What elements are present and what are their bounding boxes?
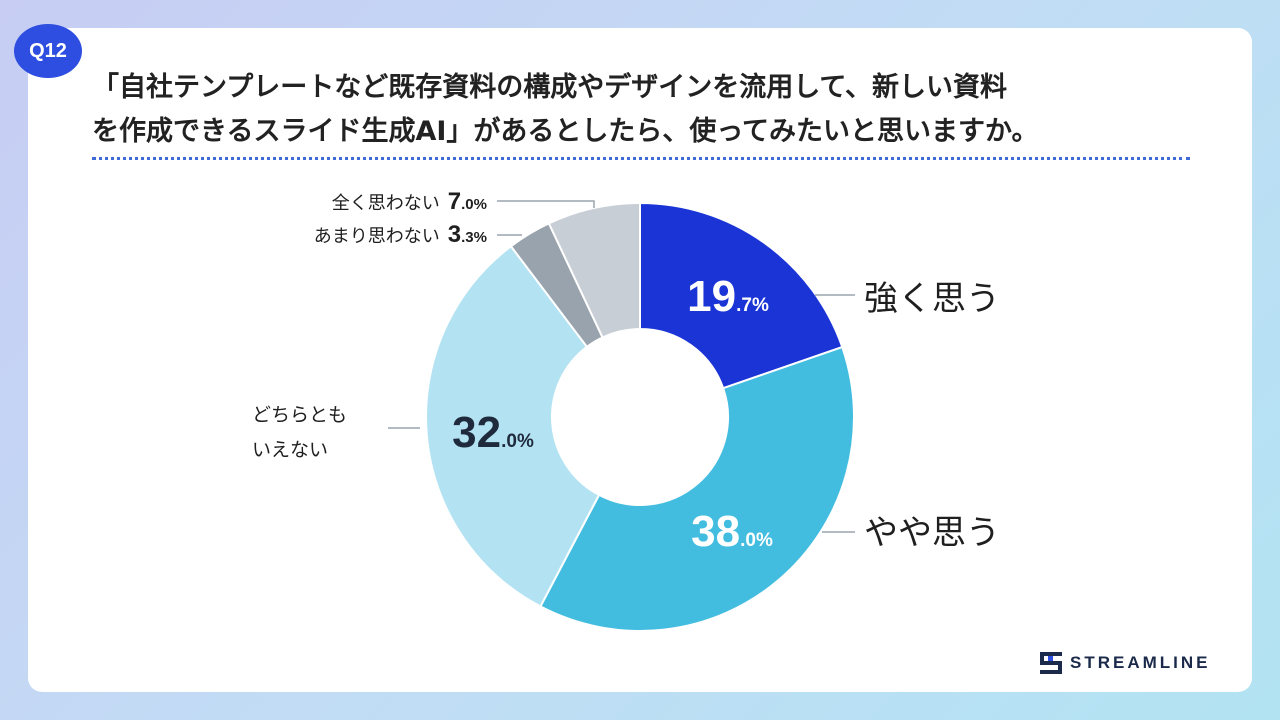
slice-neutral	[425, 244, 601, 608]
category-label-not-much: あまり思わない 3.3%	[314, 221, 487, 248]
brand-logo: STREAMLINE	[1040, 652, 1211, 674]
slice-somewhat	[539, 345, 855, 632]
dotted-divider	[92, 157, 1190, 160]
value-label-somewhat: 38.0%	[691, 507, 773, 556]
category-label-neutral-line2: いえない	[252, 439, 328, 461]
category-label-not-at-all: 全く思わない 7.0%	[332, 188, 487, 215]
brand-name: STREAMLINE	[1070, 653, 1211, 672]
streamline-logo-icon	[1040, 652, 1062, 674]
question-line-1: 「自社テンプレートなど既存資料の構成やデザインを流用して、新しい資料	[92, 72, 1008, 103]
category-label-neutral-line1: どちらとも	[252, 404, 347, 426]
question-text: 「自社テンプレートなど既存資料の構成やデザインを流用して、新しい資料 を作成でき…	[92, 66, 1202, 154]
question-number-badge: Q12	[14, 24, 82, 78]
value-label-neutral: 32.0%	[452, 408, 534, 457]
category-label-strong: 強く思う	[864, 279, 1000, 319]
leader-line-not-at-all	[497, 200, 595, 208]
slice-not-at-all	[547, 201, 641, 339]
value-label-strong: 19.7%	[687, 272, 769, 321]
slice-strong	[639, 201, 844, 390]
category-label-somewhat: やや思う	[864, 513, 1000, 553]
question-line-2: を作成できるスライド生成AI」があるとしたら、使ってみたいと思いますか。	[92, 116, 1039, 147]
